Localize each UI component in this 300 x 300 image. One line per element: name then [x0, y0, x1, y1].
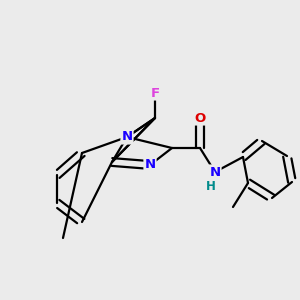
Text: O: O: [194, 112, 206, 124]
Text: F: F: [150, 86, 160, 100]
Text: H: H: [206, 181, 215, 194]
Text: N: N: [209, 166, 220, 178]
Text: N: N: [144, 158, 156, 172]
Text: N: N: [122, 130, 133, 143]
